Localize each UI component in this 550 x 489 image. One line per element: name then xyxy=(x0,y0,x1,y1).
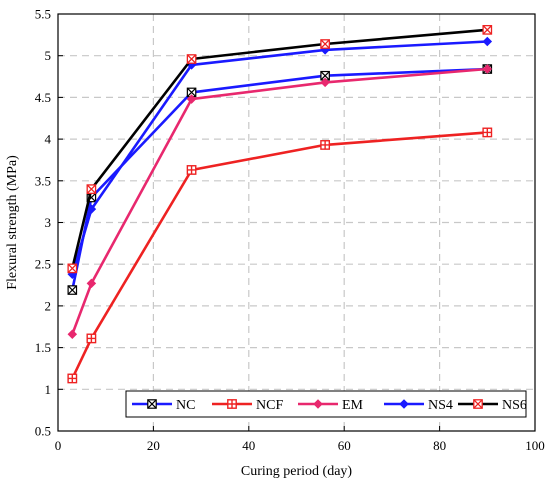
data-point xyxy=(86,184,97,194)
x-tick-label: 60 xyxy=(338,438,351,453)
series-em xyxy=(67,64,493,340)
legend-label: NS4 xyxy=(428,398,453,413)
y-tick-label: 1.5 xyxy=(35,340,51,355)
marker-cross xyxy=(67,263,77,274)
y-tick-label: 1 xyxy=(45,382,52,397)
marker-cross xyxy=(227,399,237,409)
legend-label: NC xyxy=(176,398,195,413)
legend-label: EM xyxy=(342,398,364,413)
data-point xyxy=(186,165,197,175)
marker-cross xyxy=(320,39,330,49)
legend-entry-ns4: NS4 xyxy=(384,398,453,413)
legend-entry-nc: NC xyxy=(132,398,195,413)
y-tick-label: 4 xyxy=(45,132,52,147)
marker-cross xyxy=(147,399,157,409)
data-point xyxy=(320,140,331,150)
legend-entry-ns6: NS6 xyxy=(458,398,527,413)
data-point xyxy=(482,127,493,138)
legend-entry-em: EM xyxy=(298,398,364,413)
series-line xyxy=(71,67,488,335)
data-point xyxy=(320,39,330,49)
x-tick-label: 80 xyxy=(433,438,446,453)
marker-cross xyxy=(473,399,483,409)
y-tick-label: 0.5 xyxy=(35,424,51,439)
x-tick-label: 100 xyxy=(525,438,545,453)
y-tick-label: 4.5 xyxy=(35,90,51,105)
marker-cross xyxy=(320,140,330,150)
y-tick-label: 5.5 xyxy=(35,7,51,22)
series-lines xyxy=(67,24,493,384)
data-point xyxy=(67,285,78,295)
legend-label: NCF xyxy=(256,398,283,413)
y-tick-label: 5 xyxy=(45,48,52,63)
legend-entry-ncf: NCF xyxy=(212,398,283,413)
marker-cross xyxy=(320,71,330,81)
data-point xyxy=(473,399,483,409)
data-point xyxy=(86,204,97,214)
data-point xyxy=(147,399,157,409)
legend: NC NCF EM NS4 NS6 xyxy=(125,390,527,418)
axis-ticks: 0 20 40 60 80 100 0.5 1 1.5 2 2.5 3 3.5 4 4.5 5 5.5 xyxy=(35,7,545,454)
data-point xyxy=(320,77,330,88)
y-tick-label: 2 xyxy=(45,298,52,313)
marker-cross xyxy=(187,165,196,175)
data-point xyxy=(313,399,323,409)
series-nc xyxy=(67,64,493,295)
data-point xyxy=(67,373,78,384)
marker-cross xyxy=(68,374,77,383)
plot-frame xyxy=(57,13,536,432)
legend-label: NS6 xyxy=(502,398,527,413)
marker-cross xyxy=(67,285,77,295)
data-point xyxy=(86,278,97,289)
marker-cross xyxy=(483,128,492,137)
marker-cross xyxy=(186,87,197,98)
y-axis-title: Flexural strength (MPa) xyxy=(5,155,20,290)
marker-cross xyxy=(482,25,492,35)
grid-lines xyxy=(58,14,535,431)
series-line xyxy=(71,131,488,380)
marker-cross xyxy=(87,334,96,343)
series-line xyxy=(71,67,488,291)
y-tick-label: 3.5 xyxy=(35,173,51,188)
data-point xyxy=(482,36,493,47)
series-line xyxy=(71,40,488,275)
series-ncf xyxy=(67,127,493,384)
data-point xyxy=(86,333,97,344)
data-point xyxy=(67,329,78,340)
data-point xyxy=(227,399,237,409)
x-tick-label: 40 xyxy=(242,438,255,453)
data-point xyxy=(186,54,197,64)
x-axis-title: Curing period (day) xyxy=(241,464,353,479)
data-point xyxy=(482,24,493,35)
data-point xyxy=(67,263,78,274)
data-point xyxy=(399,399,409,409)
y-tick-label: 3 xyxy=(45,215,52,230)
data-point xyxy=(482,64,493,74)
marker-cross xyxy=(186,54,197,64)
y-tick-label: 2.5 xyxy=(35,257,51,272)
series-ns6 xyxy=(67,24,493,274)
plot-border xyxy=(57,13,536,432)
marker-cross xyxy=(86,184,97,194)
x-tick-label: 0 xyxy=(55,438,62,453)
x-tick-label: 20 xyxy=(147,438,160,453)
data-point xyxy=(186,94,197,104)
